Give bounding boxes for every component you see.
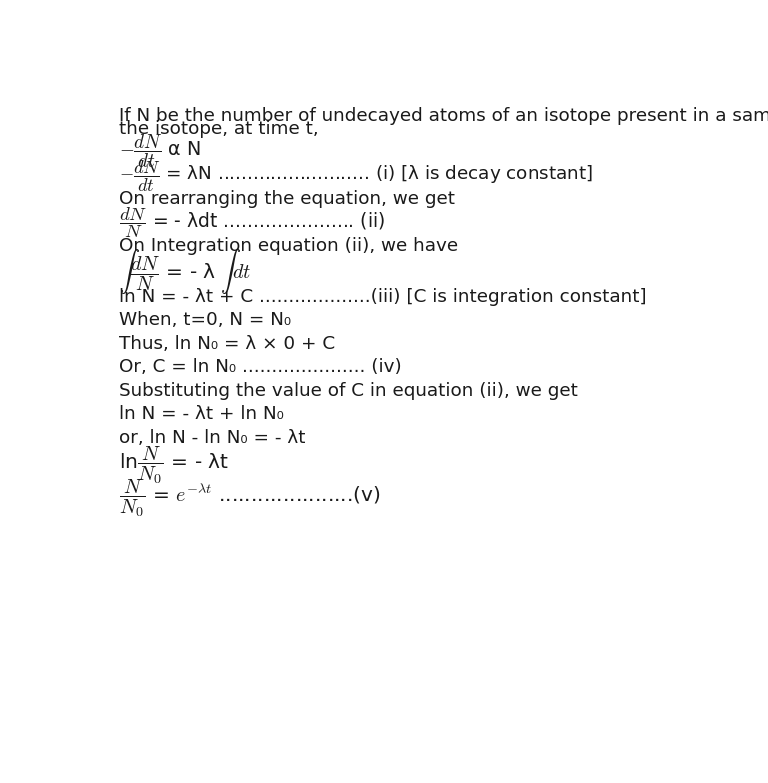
- Text: $\dfrac{dN}{N}$ = - λdt ...................... (ii): $\dfrac{dN}{N}$ = - λdt ................…: [118, 205, 385, 240]
- Text: Or, C = ln N₀ ..................... (iv): Or, C = ln N₀ ..................... (iv): [118, 358, 402, 376]
- Text: ln$\dfrac{N}{N_0}$ = - λt: ln$\dfrac{N}{N_0}$ = - λt: [118, 444, 229, 485]
- Text: Substituting the value of C in equation (ii), we get: Substituting the value of C in equation …: [118, 381, 578, 399]
- Text: $\int\dfrac{dN}{N}$ = - λ $\int dt$: $\int\dfrac{dN}{N}$ = - λ $\int dt$: [118, 247, 251, 296]
- Text: $-\dfrac{dN}{dt}$ α N: $-\dfrac{dN}{dt}$ α N: [118, 132, 200, 170]
- Text: or, ln N - ln N₀ = - λt: or, ln N - ln N₀ = - λt: [118, 428, 305, 446]
- Text: $-\dfrac{dN}{dt}$ = λN .......................... (i) [λ is decay constant]: $-\dfrac{dN}{dt}$ = λN .................…: [118, 158, 593, 194]
- Text: On rearranging the equation, we get: On rearranging the equation, we get: [118, 190, 455, 208]
- Text: If N be the number of undecayed atoms of an isotope present in a sample of: If N be the number of undecayed atoms of…: [118, 106, 768, 124]
- Text: $\dfrac{N}{N_0}$ = $e^{-\lambda t}$ .....................(v): $\dfrac{N}{N_0}$ = $e^{-\lambda t}$ ....…: [118, 477, 380, 519]
- Text: When, t=0, N = N₀: When, t=0, N = N₀: [118, 311, 291, 329]
- Text: ln N = - λt + C ...................(iii) [C is integration constant]: ln N = - λt + C ...................(iii)…: [118, 287, 646, 305]
- Text: Thus, ln N₀ = λ × 0 + C: Thus, ln N₀ = λ × 0 + C: [118, 334, 335, 352]
- Text: ln N = - λt + ln N₀: ln N = - λt + ln N₀: [118, 405, 283, 423]
- Text: the isotope, at time t,: the isotope, at time t,: [118, 120, 318, 138]
- Text: On Integration equation (ii), we have: On Integration equation (ii), we have: [118, 237, 458, 255]
